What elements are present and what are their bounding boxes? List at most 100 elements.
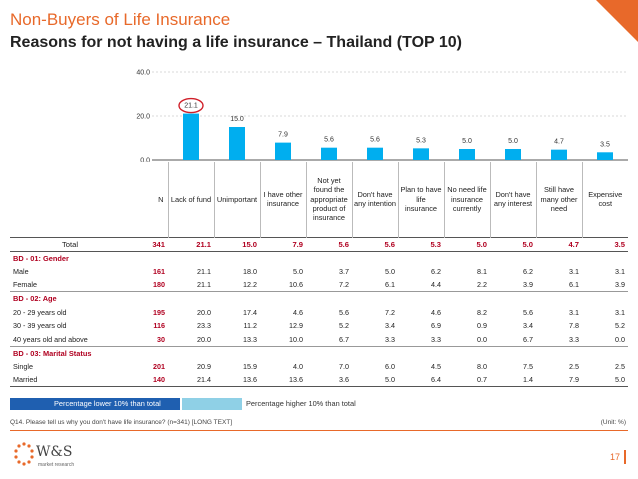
cell-value: 3.6	[306, 373, 352, 388]
column-header: I have other insurance	[259, 162, 306, 237]
table-header-row: N Lack of fund Unimportant I have other ins…	[10, 162, 628, 237]
row-n: 30	[157, 334, 165, 344]
cell-value: 20.0	[197, 307, 211, 317]
y-tick-label: 20.0	[136, 114, 150, 121]
cell-value: 5.2	[339, 321, 349, 331]
cell-value: 5.6	[339, 307, 349, 317]
cell-value: 0.0	[477, 334, 487, 344]
cell-value: 7.9	[536, 373, 582, 388]
cell-value: 18.0	[243, 266, 257, 276]
cell-value: 13.6	[260, 373, 306, 388]
cell-value: 13.6	[214, 373, 260, 388]
cell-value: 21.4	[168, 373, 214, 388]
cell-value: 4.0	[293, 362, 303, 372]
cell-value: 5.6	[306, 236, 352, 252]
column-header: Plan to have life insurance	[397, 162, 444, 237]
cell-value: 6.1	[569, 280, 579, 290]
bar-value-label: 3.5	[600, 141, 610, 148]
cell-value: 15.0	[214, 236, 260, 252]
row-label: Female	[13, 280, 37, 290]
y-tick-label: 0.0	[140, 158, 150, 163]
row-n: 116	[153, 321, 165, 331]
cell-value: 4.7	[536, 236, 582, 252]
row-label: Male	[13, 266, 29, 276]
logo-text: W&S	[36, 444, 73, 460]
cell-value: 7.5	[523, 362, 533, 372]
highlight-circle	[178, 97, 204, 114]
cell-value: 0.7	[444, 373, 490, 388]
cell-value: 2.5	[569, 362, 579, 372]
cell-value: 6.7	[523, 334, 533, 344]
bar-value-label: 5.6	[324, 137, 334, 144]
row-n: 180	[153, 280, 165, 290]
cell-value: 7.2	[385, 307, 395, 317]
bar-value-label: 15.0	[230, 116, 244, 123]
cell-value: 5.6	[352, 236, 398, 252]
bar-value-label: 5.6	[370, 137, 380, 144]
cell-value: 7.9	[260, 236, 306, 252]
cell-value: 4.4	[431, 280, 441, 290]
header-n: N	[158, 194, 164, 204]
bar	[597, 152, 613, 160]
group-label: BD - 01: Gender	[10, 250, 628, 265]
page-title: Non-Buyers of Life Insurance	[10, 10, 231, 29]
cell-value: 3.4	[385, 321, 395, 331]
cell-value: 6.1	[385, 280, 395, 290]
bar-value-label: 5.0	[462, 138, 472, 145]
cell-value: 5.3	[398, 236, 444, 252]
cell-value: 3.9	[615, 280, 625, 290]
cell-value: 5.0	[582, 373, 628, 388]
cell-value: 15.9	[243, 362, 257, 372]
legend-lower-label: Percentage lower 10% than total	[54, 399, 161, 408]
cell-value: 3.7	[339, 266, 349, 276]
cell-value: 6.2	[523, 266, 533, 276]
row-n: 341	[130, 236, 168, 252]
table-row: Female 180 21.1 12.2 10.6 7.2 6.1 4.4 2.2 3.9 6.1 3…	[10, 278, 628, 292]
cell-value: 6.9	[431, 321, 441, 331]
cell-value: 8.1	[477, 266, 487, 276]
cell-value: 5.6	[523, 307, 533, 317]
page-subtitle: Reasons for not having a life insurance …	[10, 34, 462, 51]
unit-note: (Unit: %)	[600, 419, 626, 426]
cell-value: 3.1	[569, 307, 579, 317]
bar	[367, 147, 383, 160]
column-header: Lack of fund	[167, 162, 214, 237]
cell-value: 3.3	[569, 334, 579, 344]
bar-chart: 0.0 20.0 40.0 21.1 15.0 7.9 5.6 5.6 5.3 5.0 5.0 4.7…	[136, 70, 628, 163]
cell-value: 4.6	[293, 307, 303, 317]
page-number: 17	[609, 452, 620, 462]
bar	[505, 149, 521, 160]
column-header: Still have many other need	[535, 162, 582, 237]
cell-value: 1.4	[490, 373, 536, 388]
table-row: 20 - 29 years old 195 20.0 17.4 4.6 5.6 7.2 4.6…	[10, 305, 628, 319]
cell-value: 12.2	[243, 280, 257, 290]
question-note: Q14. Please tell us why you don't have l…	[10, 419, 233, 426]
bar	[229, 127, 245, 160]
cell-value: 4.5	[431, 362, 441, 372]
cell-value: 7.2	[339, 280, 349, 290]
group-header-row: BD - 03: Marital Status	[10, 345, 628, 360]
column-header: Expensive cost	[581, 162, 628, 237]
cell-value: 6.7	[339, 334, 349, 344]
group-label: BD - 02: Age	[10, 291, 628, 306]
bar-value-label: 21.1	[184, 103, 198, 110]
cell-value: 3.4	[523, 321, 533, 331]
cell-value: 4.6	[431, 307, 441, 317]
bar-value-label: 5.3	[416, 137, 426, 144]
y-tick-label: 40.0	[136, 70, 150, 77]
column-header: No need life insurance currently	[443, 162, 490, 237]
table-row: Married 140 21.4 13.6 13.6 3.6 5.0 6.4 0.7 1.4 7.9…	[10, 373, 628, 388]
cell-value: 0.9	[477, 321, 487, 331]
legend-lower: Percentage lower 10% than total	[10, 398, 180, 410]
column-header: Unimportant	[213, 162, 260, 237]
cell-value: 13.3	[243, 334, 257, 344]
cell-value: 21.1	[197, 280, 211, 290]
cell-value: 5.0	[352, 373, 398, 388]
cell-value: 12.9	[289, 321, 303, 331]
cell-value: 5.0	[293, 266, 303, 276]
table-row: Single 201 20.9 15.9 4.0 7.0 6.0 4.5 8.0 7.5 2.5 2.…	[10, 360, 628, 374]
cell-value: 3.1	[615, 307, 625, 317]
group-label: BD - 03: Marital Status	[10, 345, 628, 360]
bar-value-label: 5.0	[508, 138, 518, 145]
cell-value: 3.1	[615, 266, 625, 276]
